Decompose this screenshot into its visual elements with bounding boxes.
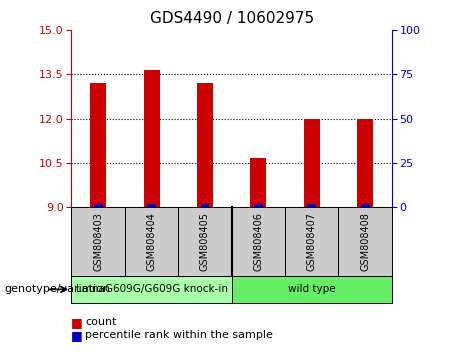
Text: GSM808407: GSM808407: [307, 212, 317, 271]
Bar: [71, 207, 125, 276]
Text: count: count: [85, 317, 117, 327]
Bar: [143, 70, 160, 207]
Bar: [254, 204, 263, 207]
Bar: [201, 204, 209, 207]
Bar: [307, 204, 316, 207]
Title: GDS4490 / 10602975: GDS4490 / 10602975: [149, 11, 314, 26]
Text: GSM808406: GSM808406: [254, 212, 263, 271]
Bar: [285, 207, 338, 276]
Bar: [197, 83, 213, 207]
Bar: [361, 204, 370, 207]
Text: LmnaG609G/G609G knock-in: LmnaG609G/G609G knock-in: [76, 284, 228, 295]
Text: ■: ■: [71, 329, 87, 342]
Bar: [338, 207, 392, 276]
Bar: [178, 207, 231, 276]
Text: percentile rank within the sample: percentile rank within the sample: [85, 330, 273, 340]
Text: wild type: wild type: [288, 284, 336, 295]
Text: GSM808404: GSM808404: [147, 212, 157, 271]
Text: ■: ■: [71, 316, 87, 329]
Bar: [147, 204, 156, 207]
Bar: [304, 119, 320, 207]
Bar: [90, 83, 106, 207]
Bar: [357, 119, 373, 207]
Bar: [231, 207, 285, 276]
Text: GSM808403: GSM808403: [93, 212, 103, 271]
Text: GSM808408: GSM808408: [360, 212, 370, 271]
Bar: [71, 276, 231, 303]
Bar: [125, 207, 178, 276]
Bar: [94, 204, 102, 207]
Bar: [231, 276, 392, 303]
Text: genotype/variation: genotype/variation: [5, 284, 111, 295]
Bar: [250, 159, 266, 207]
Text: GSM808405: GSM808405: [200, 212, 210, 271]
